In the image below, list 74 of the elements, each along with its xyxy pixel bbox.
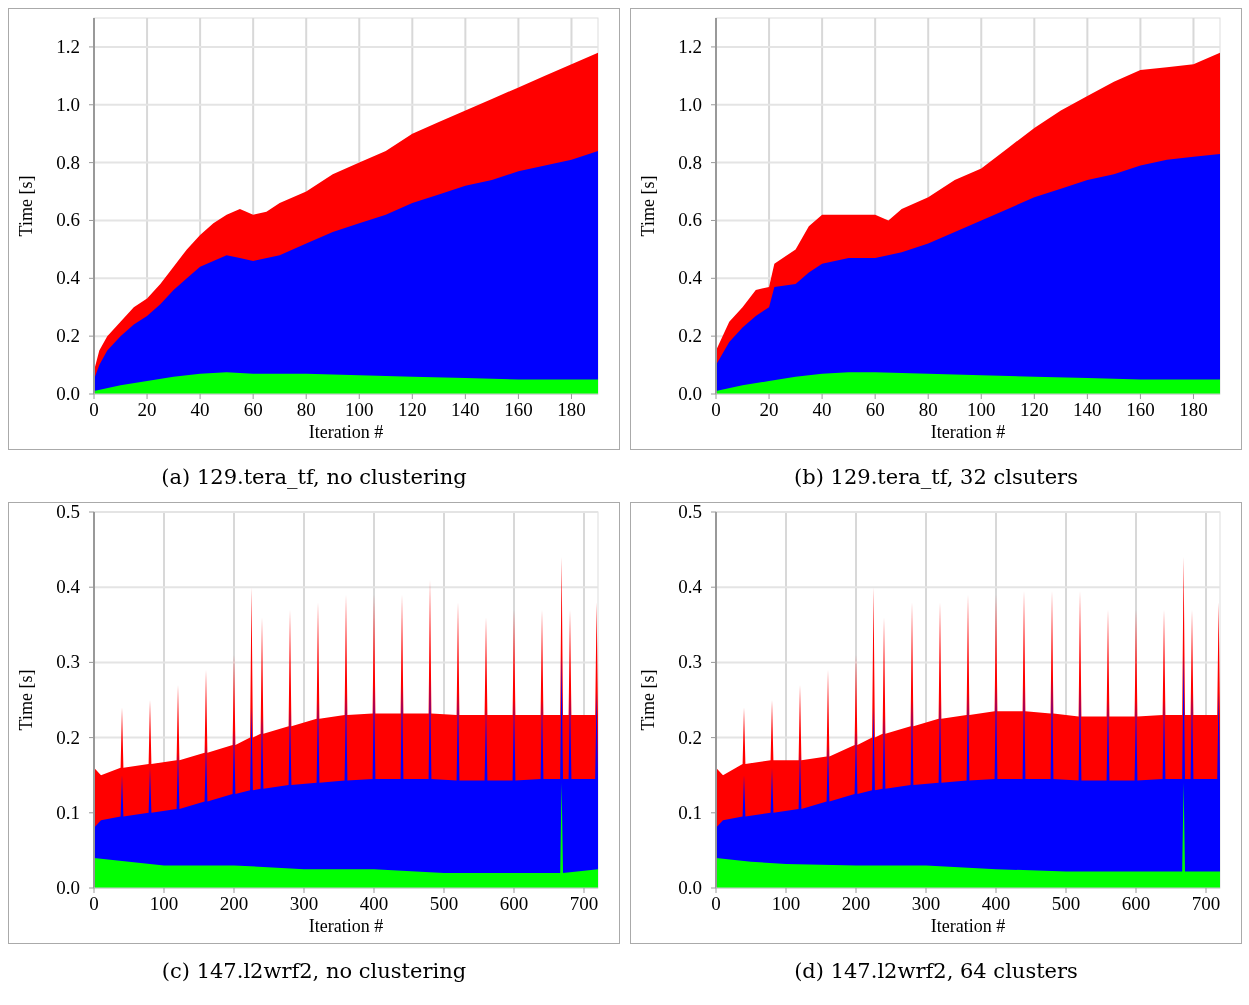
y-tick-label: 1.0 <box>678 93 702 115</box>
y-tick-label: 0.0 <box>678 383 702 404</box>
text: (d) 147.l2wrf2, 64 clusters <box>794 959 1078 983</box>
x-axis-title: Iteration # <box>930 916 1006 936</box>
x-tick-label: 140 <box>1073 399 1102 420</box>
x-tick-label: 400 <box>981 893 1011 914</box>
y-tick-label: 0.0 <box>56 877 80 898</box>
x-tick-label: 120 <box>398 399 427 420</box>
y-tick-label: 1.2 <box>56 35 80 57</box>
x-tick-label: 20 <box>759 399 779 420</box>
x-tick-label: 20 <box>137 399 157 420</box>
x-tick-label: 160 <box>504 399 533 420</box>
x-tick-label: 180 <box>1179 399 1208 420</box>
x-tick-label: 180 <box>557 399 586 420</box>
x-tick-label: 400 <box>359 893 389 914</box>
y-tick-label: 0.8 <box>56 151 80 173</box>
y-axis-title: Time [s] <box>16 175 36 237</box>
y-tick-label: 0.1 <box>56 801 80 823</box>
x-axis-title: Iteration # <box>308 422 384 442</box>
x-tick-label: 200 <box>841 893 871 914</box>
x-tick-label: 200 <box>219 893 249 914</box>
y-tick-label: 0.5 <box>678 501 702 522</box>
y-tick-label: 1.0 <box>56 93 80 115</box>
y-axis-title: Time [s] <box>16 669 36 731</box>
x-tick-label: 700 <box>569 893 599 914</box>
x-tick-label: 0 <box>711 399 721 420</box>
x-tick-label: 0 <box>89 893 99 914</box>
x-tick-label: 100 <box>967 399 996 420</box>
x-tick-label: 80 <box>296 399 316 420</box>
y-tick-label: 0.0 <box>56 383 80 404</box>
x-tick-label: 60 <box>243 399 263 420</box>
x-tick-label: 80 <box>918 399 938 420</box>
y-tick-label: 0.3 <box>678 651 702 673</box>
x-tick-label: 40 <box>190 399 210 420</box>
x-tick-label: 300 <box>911 893 941 914</box>
text: (c) 147.l2wrf2, no clustering <box>161 959 467 983</box>
x-tick-label: 500 <box>1051 893 1081 914</box>
x-tick-label: 100 <box>149 893 179 914</box>
x-tick-label: 500 <box>429 893 459 914</box>
y-tick-label: 0.6 <box>678 209 702 231</box>
y-tick-label: 0.0 <box>678 877 702 898</box>
x-axis-title: Iteration # <box>930 422 1006 442</box>
x-tick-label: 160 <box>1126 399 1155 420</box>
y-tick-label: 0.5 <box>56 501 80 522</box>
y-tick-label: 1.2 <box>678 35 702 57</box>
x-tick-label: 0 <box>89 399 99 420</box>
x-tick-label: 140 <box>451 399 480 420</box>
x-tick-label: 100 <box>345 399 374 420</box>
x-tick-label: 120 <box>1020 399 1049 420</box>
x-tick-label: 600 <box>499 893 529 914</box>
y-tick-label: 0.8 <box>678 151 702 173</box>
x-tick-label: 300 <box>289 893 319 914</box>
x-tick-label: 0 <box>711 893 721 914</box>
x-axis-title: Iteration # <box>308 916 384 936</box>
y-tick-label: 0.2 <box>678 726 702 748</box>
y-tick-label: 0.4 <box>56 576 81 598</box>
y-tick-label: 0.6 <box>56 209 80 231</box>
y-tick-label: 0.2 <box>56 325 80 347</box>
y-axis-title: Time [s] <box>638 175 658 237</box>
x-tick-label: 700 <box>1191 893 1221 914</box>
y-tick-label: 0.1 <box>678 801 702 823</box>
text: (a) 129.tera_tf, no clustering <box>161 465 467 489</box>
x-tick-label: 40 <box>812 399 832 420</box>
y-axis-title: Time [s] <box>638 669 658 731</box>
y-tick-label: 0.2 <box>56 726 80 748</box>
y-tick-label: 0.4 <box>56 267 81 289</box>
x-tick-label: 60 <box>865 399 885 420</box>
y-tick-label: 0.3 <box>56 651 80 673</box>
x-tick-label: 100 <box>771 893 801 914</box>
text: (b) 129.tera_tf, 32 clsuters <box>794 465 1078 489</box>
y-tick-label: 0.2 <box>678 325 702 347</box>
x-tick-label: 600 <box>1121 893 1151 914</box>
y-tick-label: 0.4 <box>678 267 703 289</box>
y-tick-label: 0.4 <box>678 576 703 598</box>
